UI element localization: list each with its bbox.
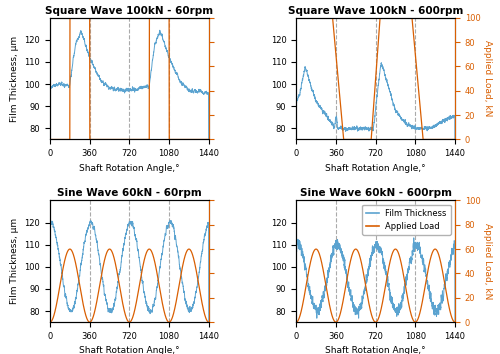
Y-axis label: Film Thickness, μm: Film Thickness, μm <box>10 218 19 304</box>
X-axis label: Shaft Rotation Angle,°: Shaft Rotation Angle,° <box>326 164 426 173</box>
Legend: Film Thickness, Applied Load: Film Thickness, Applied Load <box>362 205 451 235</box>
Title: Sine Wave 60kN - 600rpm: Sine Wave 60kN - 600rpm <box>300 188 452 198</box>
Y-axis label: Applied Load, kN: Applied Load, kN <box>482 40 492 117</box>
Y-axis label: Applied Load, kN: Applied Load, kN <box>482 223 492 299</box>
Y-axis label: Film Thickness, μm: Film Thickness, μm <box>10 35 19 122</box>
Title: Sine Wave 60kN - 60rpm: Sine Wave 60kN - 60rpm <box>57 188 202 198</box>
X-axis label: Shaft Rotation Angle,°: Shaft Rotation Angle,° <box>79 347 180 354</box>
X-axis label: Shaft Rotation Angle,°: Shaft Rotation Angle,° <box>79 164 180 173</box>
Title: Square Wave 100kN - 60rpm: Square Wave 100kN - 60rpm <box>46 6 213 16</box>
Title: Square Wave 100kN - 600rpm: Square Wave 100kN - 600rpm <box>288 6 464 16</box>
X-axis label: Shaft Rotation Angle,°: Shaft Rotation Angle,° <box>326 347 426 354</box>
